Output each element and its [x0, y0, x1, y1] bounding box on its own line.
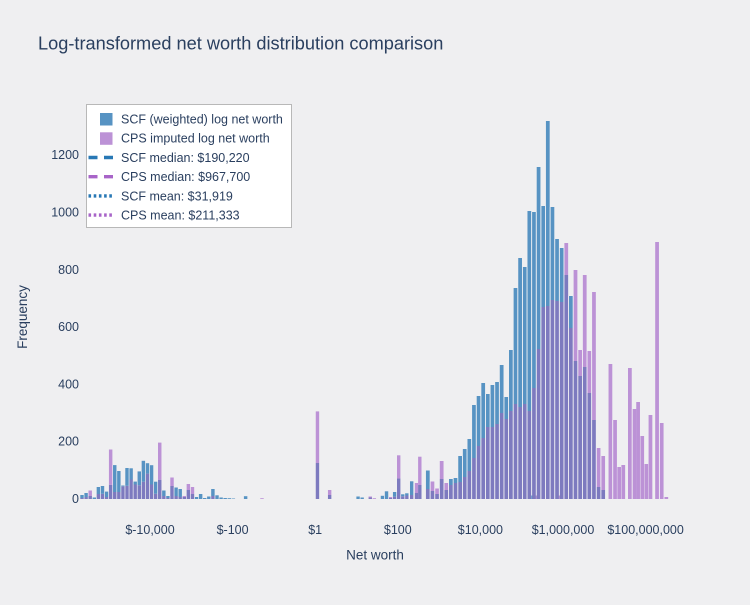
svg-text:$100,000,000: $100,000,000 [607, 523, 684, 537]
svg-text:600: 600 [58, 320, 79, 334]
svg-text:1000: 1000 [51, 205, 79, 219]
svg-text:200: 200 [58, 435, 79, 449]
svg-text:$10,000: $10,000 [458, 523, 503, 537]
svg-text:$100: $100 [384, 523, 412, 537]
svg-text:SCF median: $190,220: SCF median: $190,220 [121, 151, 250, 165]
svg-text:400: 400 [58, 377, 79, 391]
svg-text:0: 0 [72, 492, 79, 506]
svg-text:CPS imputed log net worth: CPS imputed log net worth [121, 132, 270, 146]
svg-text:CPS mean: $211,333: CPS mean: $211,333 [121, 209, 240, 223]
svg-text:800: 800 [58, 263, 79, 277]
svg-text:SCF mean: $31,919: SCF mean: $31,919 [121, 189, 233, 203]
svg-text:1200: 1200 [51, 148, 79, 162]
svg-text:$1: $1 [308, 523, 322, 537]
svg-text:Net worth: Net worth [346, 548, 404, 563]
svg-text:CPS median: $967,700: CPS median: $967,700 [121, 170, 250, 184]
svg-text:$1,000,000: $1,000,000 [532, 523, 595, 537]
svg-text:Log-transformed net worth dist: Log-transformed net worth distribution c… [38, 34, 443, 54]
svg-text:$-100: $-100 [217, 523, 249, 537]
svg-text:SCF (weighted) log net worth: SCF (weighted) log net worth [121, 112, 283, 126]
svg-text:$-10,000: $-10,000 [125, 523, 174, 537]
svg-text:Frequency: Frequency [15, 285, 30, 349]
